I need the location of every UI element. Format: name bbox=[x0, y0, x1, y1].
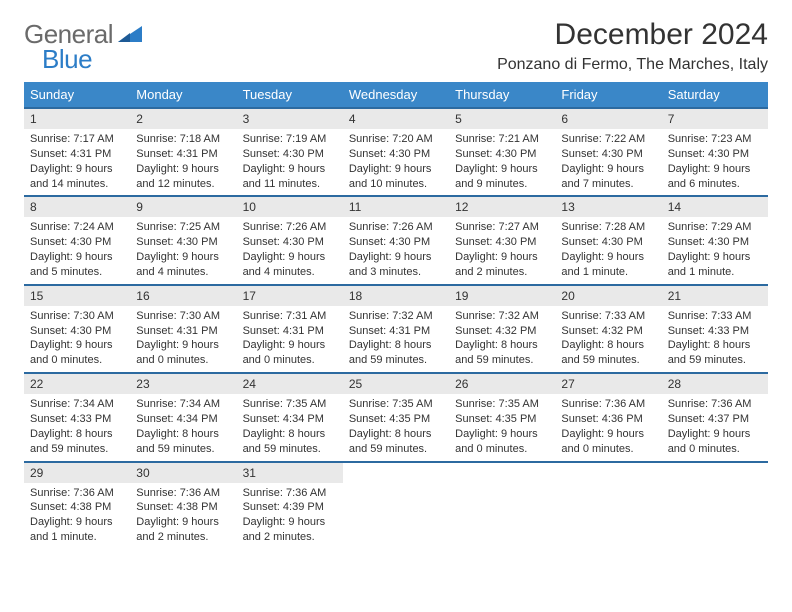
day-number-cell: 21 bbox=[662, 285, 768, 306]
day-content-row: Sunrise: 7:34 AMSunset: 4:33 PMDaylight:… bbox=[24, 394, 768, 461]
logo-text: General Blue bbox=[24, 22, 113, 71]
day-content-cell: Sunrise: 7:20 AMSunset: 4:30 PMDaylight:… bbox=[343, 129, 449, 196]
day-content-cell: Sunrise: 7:34 AMSunset: 4:34 PMDaylight:… bbox=[130, 394, 236, 461]
day-content-cell bbox=[555, 483, 661, 549]
day-content-cell bbox=[343, 483, 449, 549]
logo: General Blue bbox=[24, 18, 146, 71]
day-number-cell: 11 bbox=[343, 196, 449, 217]
day-number-cell: 10 bbox=[237, 196, 343, 217]
weekday-header: Thursday bbox=[449, 82, 555, 108]
day-content-cell bbox=[449, 483, 555, 549]
month-title: December 2024 bbox=[497, 18, 768, 52]
day-content-cell: Sunrise: 7:35 AMSunset: 4:34 PMDaylight:… bbox=[237, 394, 343, 461]
day-number-row: 891011121314 bbox=[24, 196, 768, 217]
day-number-cell: 13 bbox=[555, 196, 661, 217]
day-number-cell: 24 bbox=[237, 373, 343, 394]
day-content-cell: Sunrise: 7:29 AMSunset: 4:30 PMDaylight:… bbox=[662, 217, 768, 284]
weekday-header: Friday bbox=[555, 82, 661, 108]
day-number-cell: 12 bbox=[449, 196, 555, 217]
day-number-cell: 20 bbox=[555, 285, 661, 306]
day-content-cell: Sunrise: 7:17 AMSunset: 4:31 PMDaylight:… bbox=[24, 129, 130, 196]
day-content-row: Sunrise: 7:17 AMSunset: 4:31 PMDaylight:… bbox=[24, 129, 768, 196]
day-number-row: 1234567 bbox=[24, 108, 768, 129]
calendar-table: SundayMondayTuesdayWednesdayThursdayFrid… bbox=[24, 82, 768, 549]
weekday-header: Saturday bbox=[662, 82, 768, 108]
day-content-cell: Sunrise: 7:36 AMSunset: 4:39 PMDaylight:… bbox=[237, 483, 343, 549]
weekday-header: Sunday bbox=[24, 82, 130, 108]
day-number-cell: 17 bbox=[237, 285, 343, 306]
day-content-row: Sunrise: 7:30 AMSunset: 4:30 PMDaylight:… bbox=[24, 306, 768, 373]
day-number-cell: 3 bbox=[237, 108, 343, 129]
day-number-cell: 29 bbox=[24, 462, 130, 483]
day-number-cell: 14 bbox=[662, 196, 768, 217]
day-content-cell: Sunrise: 7:30 AMSunset: 4:30 PMDaylight:… bbox=[24, 306, 130, 373]
day-content-cell: Sunrise: 7:36 AMSunset: 4:38 PMDaylight:… bbox=[24, 483, 130, 549]
day-number-cell: 22 bbox=[24, 373, 130, 394]
day-number-cell: 28 bbox=[662, 373, 768, 394]
day-content-cell: Sunrise: 7:25 AMSunset: 4:30 PMDaylight:… bbox=[130, 217, 236, 284]
day-content-cell: Sunrise: 7:24 AMSunset: 4:30 PMDaylight:… bbox=[24, 217, 130, 284]
day-number-row: 15161718192021 bbox=[24, 285, 768, 306]
day-number-cell: 18 bbox=[343, 285, 449, 306]
weekday-header: Wednesday bbox=[343, 82, 449, 108]
weekday-header-row: SundayMondayTuesdayWednesdayThursdayFrid… bbox=[24, 82, 768, 108]
day-content-cell: Sunrise: 7:32 AMSunset: 4:32 PMDaylight:… bbox=[449, 306, 555, 373]
day-number-cell: 9 bbox=[130, 196, 236, 217]
logo-triangle-icon bbox=[116, 22, 146, 44]
day-content-cell: Sunrise: 7:23 AMSunset: 4:30 PMDaylight:… bbox=[662, 129, 768, 196]
day-number-cell: 25 bbox=[343, 373, 449, 394]
day-content-cell: Sunrise: 7:35 AMSunset: 4:35 PMDaylight:… bbox=[343, 394, 449, 461]
day-number-cell: 31 bbox=[237, 462, 343, 483]
day-number-cell: 26 bbox=[449, 373, 555, 394]
day-content-cell: Sunrise: 7:26 AMSunset: 4:30 PMDaylight:… bbox=[237, 217, 343, 284]
day-content-cell: Sunrise: 7:28 AMSunset: 4:30 PMDaylight:… bbox=[555, 217, 661, 284]
location-text: Ponzano di Fermo, The Marches, Italy bbox=[497, 56, 768, 74]
day-content-cell: Sunrise: 7:30 AMSunset: 4:31 PMDaylight:… bbox=[130, 306, 236, 373]
day-number-cell: 23 bbox=[130, 373, 236, 394]
day-number-cell: 2 bbox=[130, 108, 236, 129]
weekday-header: Monday bbox=[130, 82, 236, 108]
day-content-cell: Sunrise: 7:31 AMSunset: 4:31 PMDaylight:… bbox=[237, 306, 343, 373]
day-content-cell: Sunrise: 7:32 AMSunset: 4:31 PMDaylight:… bbox=[343, 306, 449, 373]
logo-word2: Blue bbox=[42, 47, 113, 72]
day-content-cell: Sunrise: 7:33 AMSunset: 4:33 PMDaylight:… bbox=[662, 306, 768, 373]
day-content-cell bbox=[662, 483, 768, 549]
day-number-cell: 6 bbox=[555, 108, 661, 129]
day-number-cell: 5 bbox=[449, 108, 555, 129]
day-content-cell: Sunrise: 7:35 AMSunset: 4:35 PMDaylight:… bbox=[449, 394, 555, 461]
day-content-cell: Sunrise: 7:18 AMSunset: 4:31 PMDaylight:… bbox=[130, 129, 236, 196]
day-content-cell: Sunrise: 7:33 AMSunset: 4:32 PMDaylight:… bbox=[555, 306, 661, 373]
day-content-row: Sunrise: 7:36 AMSunset: 4:38 PMDaylight:… bbox=[24, 483, 768, 549]
day-content-cell: Sunrise: 7:36 AMSunset: 4:37 PMDaylight:… bbox=[662, 394, 768, 461]
day-number-row: 293031 bbox=[24, 462, 768, 483]
day-content-cell: Sunrise: 7:19 AMSunset: 4:30 PMDaylight:… bbox=[237, 129, 343, 196]
day-number-cell: 16 bbox=[130, 285, 236, 306]
day-content-cell: Sunrise: 7:27 AMSunset: 4:30 PMDaylight:… bbox=[449, 217, 555, 284]
day-content-cell: Sunrise: 7:36 AMSunset: 4:36 PMDaylight:… bbox=[555, 394, 661, 461]
day-number-row: 22232425262728 bbox=[24, 373, 768, 394]
day-number-cell bbox=[555, 462, 661, 483]
weekday-header: Tuesday bbox=[237, 82, 343, 108]
day-number-cell: 30 bbox=[130, 462, 236, 483]
day-number-cell bbox=[662, 462, 768, 483]
day-number-cell: 1 bbox=[24, 108, 130, 129]
day-number-cell: 15 bbox=[24, 285, 130, 306]
day-number-cell bbox=[343, 462, 449, 483]
calendar-body: 1234567Sunrise: 7:17 AMSunset: 4:31 PMDa… bbox=[24, 108, 768, 549]
day-content-cell: Sunrise: 7:36 AMSunset: 4:38 PMDaylight:… bbox=[130, 483, 236, 549]
day-content-row: Sunrise: 7:24 AMSunset: 4:30 PMDaylight:… bbox=[24, 217, 768, 284]
day-content-cell: Sunrise: 7:21 AMSunset: 4:30 PMDaylight:… bbox=[449, 129, 555, 196]
day-number-cell bbox=[449, 462, 555, 483]
day-number-cell: 19 bbox=[449, 285, 555, 306]
day-content-cell: Sunrise: 7:34 AMSunset: 4:33 PMDaylight:… bbox=[24, 394, 130, 461]
day-number-cell: 4 bbox=[343, 108, 449, 129]
day-content-cell: Sunrise: 7:22 AMSunset: 4:30 PMDaylight:… bbox=[555, 129, 661, 196]
logo-word1: General bbox=[24, 22, 113, 47]
title-block: December 2024 Ponzano di Fermo, The Marc… bbox=[497, 18, 768, 74]
day-number-cell: 7 bbox=[662, 108, 768, 129]
day-number-cell: 8 bbox=[24, 196, 130, 217]
day-content-cell: Sunrise: 7:26 AMSunset: 4:30 PMDaylight:… bbox=[343, 217, 449, 284]
day-number-cell: 27 bbox=[555, 373, 661, 394]
